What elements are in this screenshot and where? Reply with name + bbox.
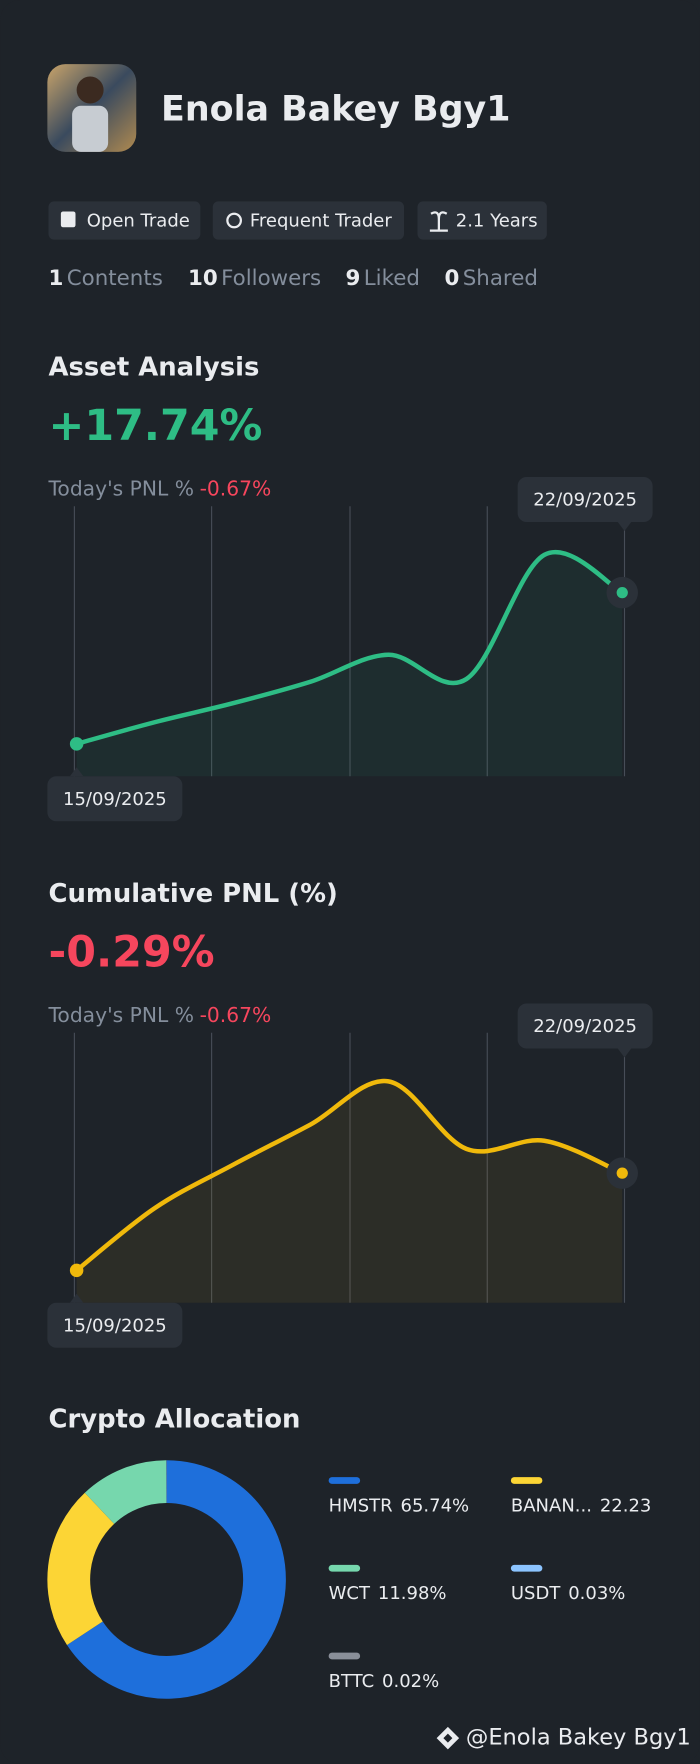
legend-name: WCT <box>329 1583 371 1604</box>
headline: -0.29% <box>49 928 215 978</box>
footer-handle: @Enola Bakey Bgy1 <box>466 1725 691 1751</box>
stat-label: Liked <box>364 266 420 291</box>
end-dot <box>616 1167 628 1179</box>
tooltip-pointer <box>69 1293 84 1303</box>
legend-value: 22.23 <box>600 1495 652 1516</box>
legend-swatch <box>328 1652 361 1660</box>
badge-label: 2.1 Years <box>456 211 538 232</box>
legend-value: 0.03% <box>568 1583 625 1604</box>
stat-label: Contents <box>67 266 163 291</box>
donut-segment <box>47 1492 115 1646</box>
date-tooltip <box>517 1003 653 1049</box>
badge-label: Frequent Trader <box>250 211 392 232</box>
section-title: Crypto Allocation <box>49 1404 301 1434</box>
legend-swatch <box>510 1477 543 1484</box>
tooltip-pointer <box>69 767 84 777</box>
legend-item: WCT 11.98% <box>329 1583 447 1604</box>
legend-name: USDT <box>511 1583 561 1604</box>
legend-item: HMSTR 65.74% <box>329 1495 470 1516</box>
badge-icon <box>429 211 448 232</box>
donut-segment <box>84 1460 168 1525</box>
legend-swatch <box>328 1564 361 1572</box>
start-dot <box>69 737 84 751</box>
subtitle: Today's PNL % -0.67% <box>48 476 272 500</box>
pnl-value: -0.67% <box>200 1002 272 1026</box>
avatar-head <box>76 76 104 104</box>
date-label: 15/09/2025 <box>63 789 167 810</box>
legend-swatch <box>328 1477 361 1484</box>
badge <box>212 201 404 240</box>
date-label: 22/09/2025 <box>533 1016 637 1037</box>
badge <box>48 201 201 240</box>
start-dot <box>69 1263 84 1278</box>
badge-label: Open Trade <box>87 211 190 232</box>
line <box>75 1078 624 1273</box>
badge-icon <box>226 212 242 229</box>
end-dot <box>616 587 628 599</box>
subtitle: Today's PNL % -0.67% <box>48 1002 272 1026</box>
date-tooltip <box>47 776 183 822</box>
badges: Open Trade Frequent Trader 2.1 Years <box>48 201 547 240</box>
line-area <box>76 1081 623 1303</box>
legend-value: 0.02% <box>382 1671 439 1692</box>
legend-item: USDT 0.03% <box>511 1583 626 1604</box>
avatar-body <box>72 105 109 152</box>
date-tooltip <box>47 1302 183 1348</box>
donut-segment <box>67 1460 286 1699</box>
badge-icon <box>60 211 76 228</box>
footer-logo <box>436 1726 460 1750</box>
legend-name: BTTC <box>329 1671 375 1692</box>
date-label: 22/09/2025 <box>533 490 637 511</box>
badge <box>417 201 547 240</box>
stat: 0 Shared <box>445 266 538 291</box>
legend-name: HMSTR <box>329 1495 393 1516</box>
stat-value: 10 <box>188 266 218 291</box>
stat-label: Followers <box>221 266 321 291</box>
stat: 1 Contents <box>49 266 163 291</box>
stat-label: Shared <box>463 266 538 291</box>
legend-name: BANAN... <box>511 1495 592 1516</box>
legend-item: BANAN... 22.23 <box>511 1495 651 1516</box>
line <box>76 550 624 747</box>
pnl-label: Today's PNL % <box>48 1002 194 1026</box>
section-title: Cumulative PNL (%) <box>49 879 338 909</box>
pnl-label: Today's PNL % <box>48 476 194 500</box>
legend-value: 65.74% <box>401 1495 470 1516</box>
line-area <box>76 552 623 777</box>
legend-item: BTTC 0.02% <box>329 1671 440 1692</box>
tooltip-pointer <box>617 1048 632 1058</box>
stat: 9 Liked <box>346 266 420 291</box>
stat: 10 Followers <box>188 266 321 291</box>
stat-value: 9 <box>346 266 361 291</box>
stat-value: 0 <box>445 266 460 291</box>
legend-swatch <box>510 1564 543 1572</box>
tooltip-pointer <box>617 522 632 531</box>
section-title: Asset Analysis <box>49 352 260 382</box>
user-name: Enola Bakey Bgy1 <box>161 89 511 129</box>
headline: +17.74% <box>49 401 263 451</box>
stat-value: 1 <box>49 266 64 291</box>
legend-value: 11.98% <box>378 1583 447 1604</box>
date-label: 15/09/2025 <box>63 1315 167 1336</box>
date-tooltip <box>517 477 653 522</box>
pnl-value: -0.67% <box>200 476 272 500</box>
